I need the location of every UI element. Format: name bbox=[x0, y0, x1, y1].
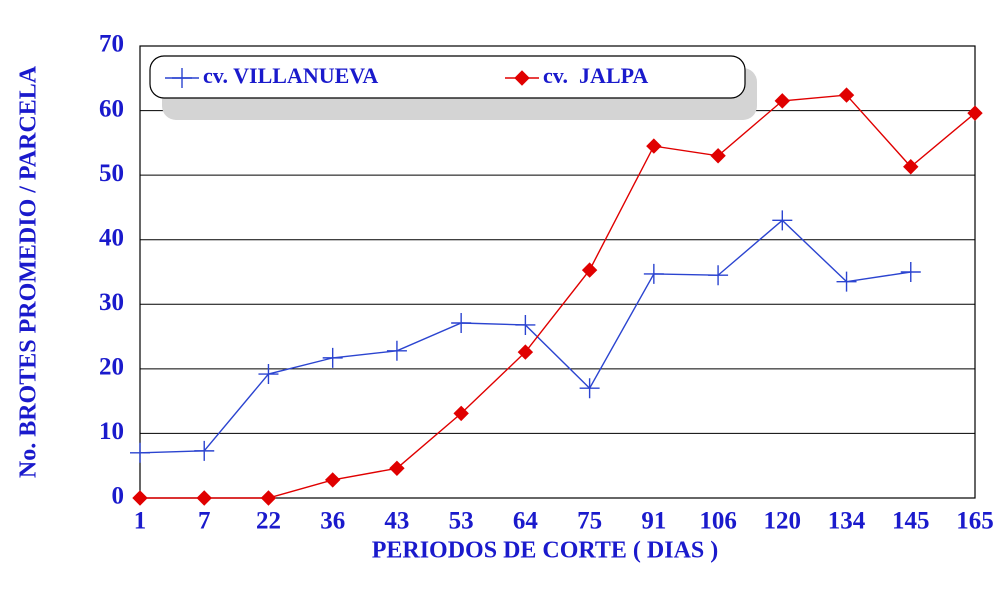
x-tick-label: 165 bbox=[956, 508, 994, 535]
data-point bbox=[324, 472, 341, 488]
legend-label: cv. JALPA bbox=[543, 63, 648, 88]
x-tick-label: 120 bbox=[764, 508, 802, 535]
legend-box bbox=[149, 55, 746, 99]
data-point bbox=[581, 262, 598, 278]
x-tick-label: 43 bbox=[384, 508, 409, 535]
data-point bbox=[967, 105, 983, 121]
y-tick-label: 10 bbox=[99, 418, 124, 445]
x-tick-label: 91 bbox=[641, 508, 666, 535]
legend: cv. VILLANUEVA cv. JALPA bbox=[149, 55, 757, 120]
plot-frame bbox=[139, 45, 976, 499]
x-tick-label: 106 bbox=[699, 508, 737, 535]
data-point bbox=[196, 490, 212, 506]
data-point bbox=[838, 87, 855, 103]
series-line bbox=[140, 94, 976, 499]
series-line bbox=[139, 219, 911, 454]
data-point bbox=[453, 405, 469, 422]
data-point bbox=[517, 344, 534, 360]
data-point bbox=[386, 340, 407, 361]
data-point bbox=[710, 148, 726, 164]
y-tick-label: 40 bbox=[99, 224, 124, 251]
legend-marker bbox=[514, 70, 530, 86]
x-tick-label: 64 bbox=[513, 508, 539, 535]
x-tick-label: 145 bbox=[892, 508, 930, 535]
data-point bbox=[774, 93, 791, 109]
x-tick-label: 53 bbox=[449, 508, 474, 535]
x-tick-label: 75 bbox=[577, 508, 602, 535]
x-tick-label: 134 bbox=[828, 508, 866, 535]
data-point bbox=[194, 440, 215, 461]
data-point bbox=[515, 314, 536, 335]
data-point bbox=[260, 490, 277, 506]
legend-label: cv. VILLANUEVA bbox=[203, 63, 378, 88]
y-tick-label: 70 bbox=[99, 31, 124, 58]
y-axis-title: No. BROTES PROMEDIO / PARCELA bbox=[16, 65, 42, 478]
data-point bbox=[451, 313, 472, 334]
data-point bbox=[579, 378, 600, 399]
y-tick-label: 30 bbox=[99, 289, 124, 316]
x-tick-label: 36 bbox=[320, 508, 345, 535]
data-point bbox=[258, 364, 279, 385]
data-point bbox=[836, 271, 857, 292]
data-point bbox=[130, 442, 150, 463]
data-point bbox=[132, 490, 148, 506]
data-point bbox=[646, 138, 662, 154]
data-point bbox=[903, 159, 919, 175]
x-tick-label: 22 bbox=[256, 508, 281, 535]
x-tick-label: 1 bbox=[134, 508, 147, 535]
data-point bbox=[900, 262, 921, 282]
y-tick-label: 0 bbox=[112, 483, 125, 510]
x-tick-label: 7 bbox=[198, 508, 211, 535]
y-tick-label: 50 bbox=[99, 160, 124, 187]
data-point bbox=[389, 460, 405, 477]
x-axis-title: PERIODOS DE CORTE ( DIAS ) bbox=[372, 538, 719, 564]
y-tick-label: 60 bbox=[99, 95, 124, 122]
legend-marker bbox=[172, 68, 192, 88]
data-point bbox=[772, 210, 793, 231]
data-point bbox=[708, 265, 729, 286]
data-point bbox=[643, 263, 664, 284]
data-point bbox=[322, 347, 343, 368]
y-tick-label: 20 bbox=[99, 354, 124, 381]
